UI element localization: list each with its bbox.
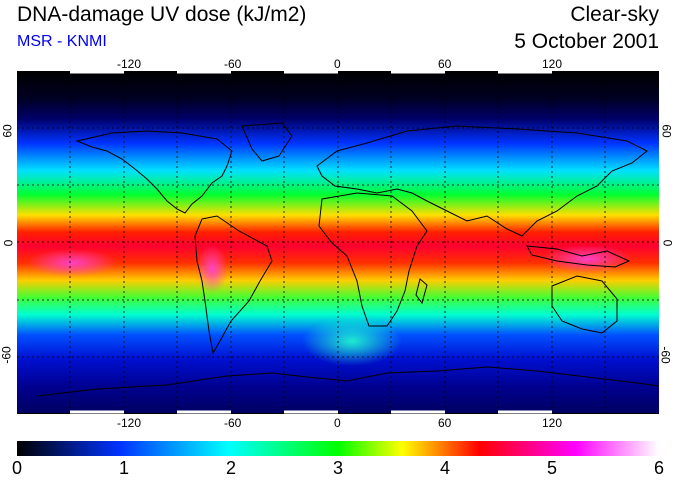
colorbar-label-0: 0	[11, 458, 23, 478]
lon-label-top-0: 0	[334, 57, 341, 71]
lat-label-right-60: 60	[659, 124, 674, 138]
coast-antarctica	[36, 366, 659, 397]
colorbar-label-1: 1	[118, 458, 130, 478]
colorbar-svg	[17, 441, 659, 456]
coast-north-america	[75, 130, 233, 214]
uv-dose-map	[17, 71, 659, 414]
lon-label-bottom-60: 60	[438, 416, 452, 430]
lat-label-left-60: 60	[0, 124, 15, 138]
map-svg	[17, 71, 659, 414]
frame-ticks	[70, 71, 552, 414]
colorbar-label-5: 5	[546, 458, 558, 478]
coast-indonesia	[526, 245, 631, 268]
lat-label-left-0: 0	[1, 239, 16, 247]
lat-label-right-m60: -60	[658, 346, 673, 364]
sky-condition-label: Clear-sky	[570, 3, 659, 26]
map-title: DNA-damage UV dose (kJ/m2)	[17, 3, 307, 26]
colorbar-gradient	[17, 441, 659, 456]
source-label: MSR - KNMI	[17, 33, 107, 50]
lon-label-bottom-120: 120	[542, 416, 563, 430]
coast-south-america	[194, 215, 273, 355]
lon-label-bottom-0: 0	[334, 416, 341, 430]
hotspot-andes	[196, 245, 228, 293]
hotspot-pacific	[27, 249, 117, 277]
coast-greenland	[241, 122, 293, 162]
colorbar-label-4: 4	[439, 458, 451, 478]
coastlines	[36, 122, 659, 397]
lon-label-top-60: 60	[438, 57, 452, 71]
lon-label-top-120: 120	[542, 57, 563, 71]
coast-australia	[551, 275, 618, 334]
colorbar	[17, 441, 659, 456]
lat-label-left-m60: -60	[0, 346, 14, 364]
coast-africa	[318, 192, 428, 327]
lat-label-right-0: 0	[660, 239, 675, 247]
lon-label-top-m120: -120	[117, 57, 142, 71]
lon-label-bottom-m120: -120	[117, 416, 142, 430]
high-antarctic-anomaly	[302, 316, 402, 366]
graticule	[17, 71, 659, 414]
colorbar-label-6: 6	[653, 458, 665, 478]
coast-madagascar	[415, 278, 428, 305]
coast-europe-asia	[316, 125, 648, 237]
date-label: 5 October 2001	[514, 30, 659, 53]
lon-label-top-m60: -60	[224, 57, 242, 71]
colorbar-label-2: 2	[225, 458, 237, 478]
lon-label-bottom-m60: -60	[224, 416, 242, 430]
colorbar-label-3: 3	[332, 458, 344, 478]
